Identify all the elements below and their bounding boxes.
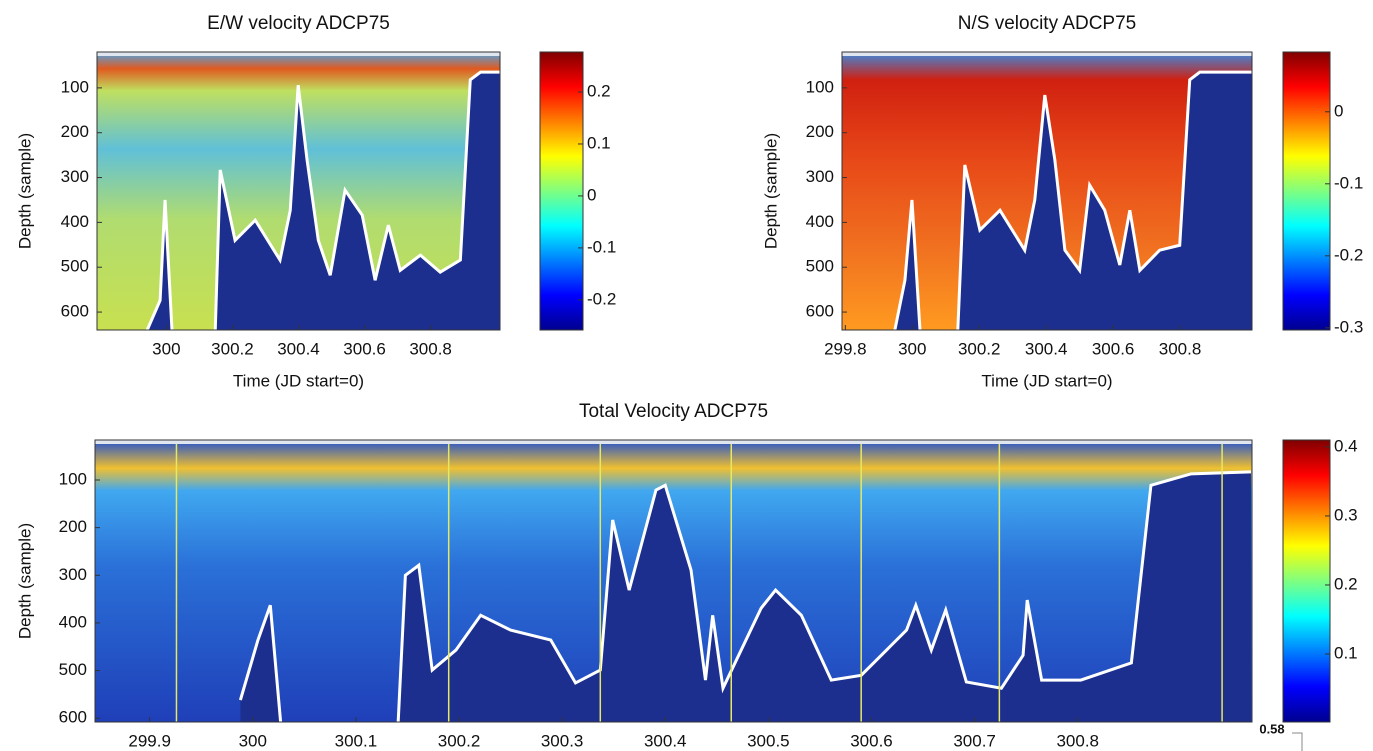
- x-tick-label: 300.8: [409, 339, 452, 358]
- annotation: 0.58: [1259, 721, 1284, 736]
- x-tick-label: 300.5: [747, 731, 790, 750]
- low-velocity-region: [147, 72, 500, 330]
- y-tick-label: 500: [61, 257, 89, 276]
- colorbar-tick-label: 0.1: [587, 133, 611, 152]
- x-tick-label: 300.1: [335, 731, 378, 750]
- colorbar: [1282, 439, 1331, 723]
- y-tick-label: 500: [59, 660, 87, 679]
- chart-title: E/W velocity ADCP75: [207, 13, 390, 34]
- low-velocity-region: [894, 72, 1252, 330]
- colorbar: [539, 51, 584, 331]
- x-tick-label: 299.9: [128, 731, 171, 750]
- bottom-line: [145, 70, 500, 331]
- x-tick-label: 300: [239, 731, 267, 750]
- y-axis-label: Depth (sample): [15, 133, 34, 249]
- y-tick-label: 600: [59, 708, 87, 727]
- y-tick-label: 500: [806, 257, 834, 276]
- top-strip: [95, 440, 1252, 444]
- x-tick-label: 300.4: [1025, 339, 1068, 358]
- y-tick-label: 400: [61, 212, 89, 231]
- y-tick-label: 400: [806, 212, 834, 231]
- y-tick-label: 200: [61, 122, 89, 141]
- colorbar-tick-label: -0.1: [1334, 173, 1363, 192]
- colorbar-tick-label: 0.1: [1334, 643, 1358, 662]
- y-tick-label: 400: [59, 612, 87, 631]
- x-tick-label: 300.6: [343, 339, 386, 358]
- y-tick-label: 200: [59, 517, 87, 536]
- plot-frame: [94, 439, 1253, 723]
- y-tick-label: 600: [61, 302, 89, 321]
- top-strip: [842, 52, 1252, 56]
- colorbar-tick-label: -0.2: [587, 289, 616, 308]
- x-tick-label: 300.8: [1159, 339, 1202, 358]
- y-axis-label: Depth (sample): [15, 523, 34, 639]
- colorbar-tick-label: -0.2: [1334, 245, 1363, 264]
- y-tick-label: 300: [59, 565, 87, 584]
- y-tick-label: 600: [806, 302, 834, 321]
- x-tick-label: 300: [898, 339, 926, 358]
- x-tick-label: 300.8: [1056, 731, 1099, 750]
- x-tick-label: 300.4: [277, 339, 320, 358]
- colorbar-tick-label: 0.4: [1334, 436, 1358, 455]
- colorbar-tick-label: 0.2: [587, 81, 611, 100]
- annotation-bracket: [1292, 732, 1303, 751]
- colorbar-tick-label: 0: [1334, 101, 1343, 120]
- y-tick-label: 100: [59, 469, 87, 488]
- top-strip: [97, 52, 500, 56]
- colorbar-tick-label: 0: [587, 185, 596, 204]
- x-tick-label: 300: [152, 339, 180, 358]
- x-tick-label: 300.6: [850, 731, 893, 750]
- chart-title: N/S velocity ADCP75: [958, 13, 1136, 34]
- bottom-line: [238, 470, 1252, 723]
- colorbar-tick-label: 0.2: [1334, 574, 1358, 593]
- x-tick-label: 300.6: [1092, 339, 1135, 358]
- x-tick-label: 300.2: [438, 731, 481, 750]
- y-tick-label: 100: [61, 77, 89, 96]
- y-tick-label: 100: [806, 77, 834, 96]
- colorbar-tick-label: -0.1: [587, 237, 616, 256]
- chart-title: Total Velocity ADCP75: [579, 401, 768, 422]
- y-tick-label: 300: [61, 167, 89, 186]
- colorbar-tick-label: -0.3: [1334, 317, 1363, 336]
- y-tick-label: 200: [806, 122, 834, 141]
- x-tick-label: 300.7: [953, 731, 996, 750]
- colorbar-tick-label: 0.3: [1334, 505, 1358, 524]
- x-tick-label: 300.3: [541, 731, 584, 750]
- low-velocity-region: [240, 471, 1251, 722]
- y-tick-label: 300: [806, 167, 834, 186]
- x-tick-label: 300.2: [958, 339, 1001, 358]
- plot-frame: [841, 51, 1253, 331]
- colorbar: [1282, 51, 1331, 331]
- x-axis-label: Time (JD start=0): [233, 371, 364, 390]
- x-tick-label: 299.8: [824, 339, 867, 358]
- x-tick-label: 300.2: [211, 339, 254, 358]
- bottom-line: [893, 70, 1252, 331]
- x-tick-label: 300.4: [644, 731, 687, 750]
- y-axis-label: Depth (sample): [761, 133, 780, 249]
- x-axis-label: Time (JD start=0): [981, 371, 1112, 390]
